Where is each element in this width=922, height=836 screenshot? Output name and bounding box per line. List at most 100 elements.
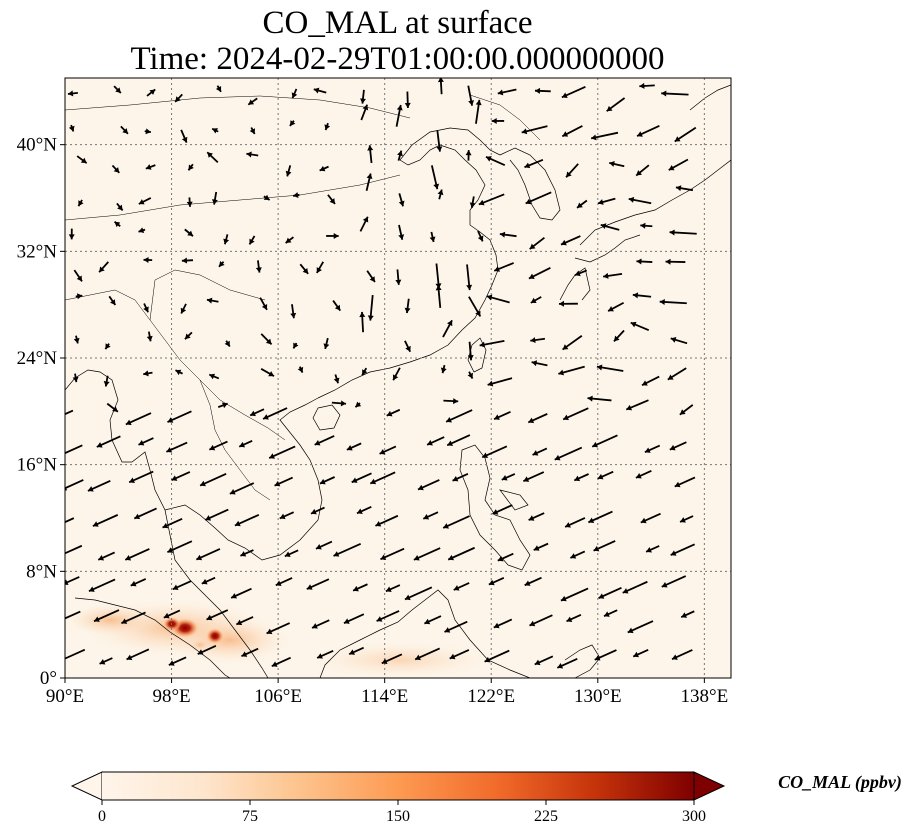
wind-arrow [530,296,542,304]
wind-arrow [366,270,376,283]
wind-arrow [266,622,291,635]
wind-arrow [587,395,612,402]
wind-arrow [292,342,299,349]
wind-arrow [417,479,440,491]
wind-arrow [442,319,453,338]
wind-arrow [527,413,548,424]
wind-arrow [249,127,256,135]
wind-arrow [343,613,365,624]
wind-arrow [284,549,299,558]
wind-arrow [497,552,514,562]
colorbar-extend-max [693,771,726,801]
colorbar: 0 75 150 225 300 CO_MAL (ppbv) [70,771,902,825]
colorbar-label: CO_MAL (ppbv) [778,772,902,793]
wind-arrow [175,369,183,376]
wind-arrow [669,229,697,236]
wind-arrow [479,340,505,348]
wind-arrow [249,408,265,417]
wind-arrow [562,407,589,421]
wind-arrow [484,649,510,663]
wind-arrow [292,192,300,199]
wind-arrow [356,505,372,515]
wind-arrow [76,155,88,164]
colorbar-tick-label: 300 [682,808,706,825]
wind-arrow [113,85,122,94]
wind-arrow [130,578,147,587]
wind-arrow [144,128,152,135]
wind-arrow [279,511,295,520]
wind-arrow [671,649,693,660]
wind-arrow [440,364,447,374]
y-tick-label: 40°N [17,135,58,156]
wind-arrow [223,234,230,245]
wind-arrow [522,471,545,483]
wind-arrow [562,335,583,351]
wind-arrow [566,614,582,623]
wind-arrow [497,88,517,96]
wind-arrow [184,331,193,340]
wind-arrow [558,300,578,307]
wind-arrow [65,544,83,555]
wind-arrow [485,156,506,167]
wind-arrow [640,512,661,524]
wind-arrow [98,261,109,273]
wind-arrow [404,340,412,353]
wind-arrow [493,618,513,629]
wind-arrow [556,658,578,669]
wind-arrow [561,86,586,99]
wind-arrow [333,542,362,557]
y-tick-label: 24°N [17,348,58,369]
wind-arrow [386,408,401,417]
wind-arrow [442,515,470,529]
wind-arrow [424,615,442,625]
wind-arrow [352,583,368,592]
wind-arrow [215,85,222,93]
wind-arrow [128,470,154,484]
wind-arrow [674,476,696,488]
wind-arrow [661,575,687,588]
wind-arrow [224,340,231,348]
wind-arrow [404,91,411,109]
wind-arrow [65,517,75,524]
wind-arrow [478,193,505,206]
wind-arrow [171,471,191,481]
wind-arrow [361,367,368,376]
wind-arrow [167,410,192,423]
x-tick-label: 114°E [361,686,408,707]
wind-arrow [124,548,150,561]
y-tick-label: 8°N [26,561,57,582]
wind-arrow [206,151,219,164]
wind-arrow [311,619,330,629]
wind-arrow [104,343,111,350]
wind-arrow [645,545,660,553]
colorbar-tick-label: 225 [534,808,558,825]
wind-arrow [661,90,689,97]
wind-arrow [181,257,194,264]
wind-arrow [529,236,545,250]
wind-arrow [437,189,444,200]
wind-arrow [93,609,120,623]
wind-arrow [106,402,119,413]
wind-arrow [449,649,470,660]
wind-arrow [670,336,688,345]
wind-arrow [669,441,687,451]
wind-arrow [381,653,403,665]
wind-arrow [138,227,146,234]
wind-arrow [319,476,335,485]
wind-arrow [240,549,254,557]
wind-arrow [145,164,156,170]
wind-arrow [204,508,229,521]
wind-arrow [68,124,75,132]
wind-arrow [290,304,297,319]
wind-arrow [426,436,445,446]
wind-arrow [199,472,227,487]
wind-arrow [354,401,362,408]
wind-arrow [488,576,505,586]
wind-arrow [167,540,193,554]
wind-arrow [481,445,508,459]
wind-arrow [180,129,188,143]
wind-arrow [77,199,84,207]
wind-arrow [67,90,78,97]
hotspot [190,639,210,651]
wind-arrow [97,551,116,561]
